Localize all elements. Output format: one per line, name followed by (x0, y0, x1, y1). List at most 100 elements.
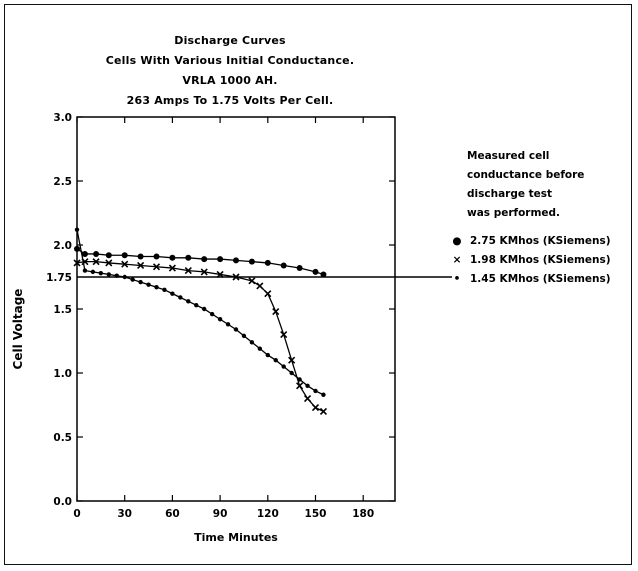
data-point-dot (281, 364, 286, 369)
data-point-cross (303, 395, 312, 403)
y-axis-label: Cell Voltage (11, 289, 25, 370)
data-point-dot (130, 277, 135, 282)
y-tick-label: 0.0 (53, 496, 72, 508)
data-point-circle (312, 268, 319, 275)
data-point-cross (137, 261, 145, 270)
legend-label: 1.98 KMhos (KSiemens) (470, 254, 611, 266)
x-tick-label: 30 (117, 508, 132, 520)
data-point-cross (296, 382, 304, 390)
data-point-cross (319, 407, 328, 415)
data-point-circle (296, 265, 303, 272)
x-tick-label: 90 (213, 508, 228, 520)
data-point-cross (288, 356, 296, 364)
data-point-dot (289, 370, 294, 376)
data-point-circle (264, 259, 271, 266)
series-1-98-kmhos (73, 258, 328, 415)
legend-entry-2-75: ● 2.75 KMhos (KSiemens) (450, 235, 611, 247)
data-point-dot (122, 274, 127, 280)
data-point-circle (217, 256, 224, 263)
data-point-cross (152, 263, 161, 271)
data-point-dot (265, 352, 270, 358)
data-point-dot (321, 392, 326, 397)
data-point-circle (137, 253, 144, 260)
data-point-cross (248, 277, 256, 285)
data-point-circle (121, 252, 128, 259)
data-point-dot (305, 383, 310, 388)
data-point-dot (217, 317, 223, 322)
figure-frame (4, 4, 632, 565)
data-point-cross (105, 259, 113, 267)
y-tick-label: 0.5 (53, 432, 72, 444)
legend-marker-dot: • (453, 273, 461, 285)
x-axis-label: Time Minutes (194, 531, 278, 544)
data-point-dot (162, 287, 167, 292)
legend-note-line-4: was performed. (467, 207, 561, 219)
chart-title-line-2: Cells With Various Initial Conductance. (105, 54, 355, 67)
y-tick-label: 1.0 (53, 368, 72, 380)
legend-marker-cross: × (452, 254, 462, 266)
data-point-cross (184, 267, 192, 275)
data-point-dot (146, 282, 151, 287)
data-point-circle (153, 253, 160, 260)
x-tick-label: 120 (257, 508, 279, 520)
data-point-dot (74, 227, 80, 232)
data-point-dot (273, 358, 278, 363)
x-tick-label: 150 (305, 508, 327, 520)
data-point-circle (248, 258, 255, 265)
data-point-dot (257, 346, 263, 351)
y-tick-label: 1.5 (53, 304, 72, 316)
data-point-circle (320, 271, 327, 278)
legend-entry-1-45: • 1.45 KMhos (KSiemens) (450, 273, 611, 285)
data-point-circle (201, 256, 208, 263)
data-point-dot (233, 327, 239, 332)
series-2-75-kmhos-line (76, 248, 324, 276)
data-point-cross (264, 290, 272, 298)
data-point-dot (186, 299, 191, 304)
data-point-cross (73, 259, 81, 267)
data-point-cross (200, 268, 208, 276)
chart-title-line-3: VRLA 1000 AH. (182, 74, 278, 87)
data-point-dot (106, 272, 112, 277)
data-point-dot (82, 268, 88, 273)
series-1-45-kmhos-line (76, 229, 324, 396)
legend-label: 1.45 KMhos (KSiemens) (470, 273, 611, 285)
x-tick-label: 180 (352, 508, 374, 520)
data-point-cross (232, 273, 240, 281)
legend-marker-circle: ● (452, 235, 462, 247)
y-tick-label: 3.0 (53, 112, 72, 124)
data-point-cross (92, 258, 100, 266)
data-point-dot (178, 295, 183, 300)
data-point-dot (138, 279, 143, 285)
data-point-dot (297, 377, 302, 382)
series-1-45-kmhos (74, 227, 326, 397)
legend-entry-1-98: × 1.98 KMhos (KSiemens) (450, 254, 611, 266)
data-point-circle (280, 262, 287, 269)
data-point-dot (154, 285, 159, 290)
data-point-dot (225, 322, 231, 327)
data-point-circle (233, 257, 239, 264)
data-point-cross (280, 331, 288, 339)
data-point-cross (256, 282, 264, 290)
data-point-circle (74, 245, 80, 252)
data-point-dot (313, 388, 318, 394)
chart-title-line-1: Discharge Curves (174, 34, 286, 47)
data-point-cross (168, 264, 176, 272)
data-point-dot (202, 306, 207, 312)
data-point-cross (216, 270, 224, 279)
data-point-circle (81, 250, 88, 257)
data-point-circle (185, 254, 192, 261)
x-tick-label: 0 (73, 508, 80, 520)
data-point-dot (114, 273, 119, 278)
data-point-dot (249, 340, 255, 345)
data-point-dot (170, 291, 175, 296)
chart-title-line-4: 263 Amps To 1.75 Volts Per Cell. (126, 94, 334, 107)
data-point-dot (90, 269, 96, 275)
data-point-dot (194, 302, 199, 308)
data-point-cross (272, 307, 280, 316)
data-point-circle (169, 254, 176, 261)
legend-label: 2.75 KMhos (KSiemens) (470, 235, 611, 247)
legend-note-line-1: Measured cell (467, 150, 550, 162)
data-point-cross (311, 403, 320, 412)
reference-line-label: 1.75 (46, 272, 72, 284)
